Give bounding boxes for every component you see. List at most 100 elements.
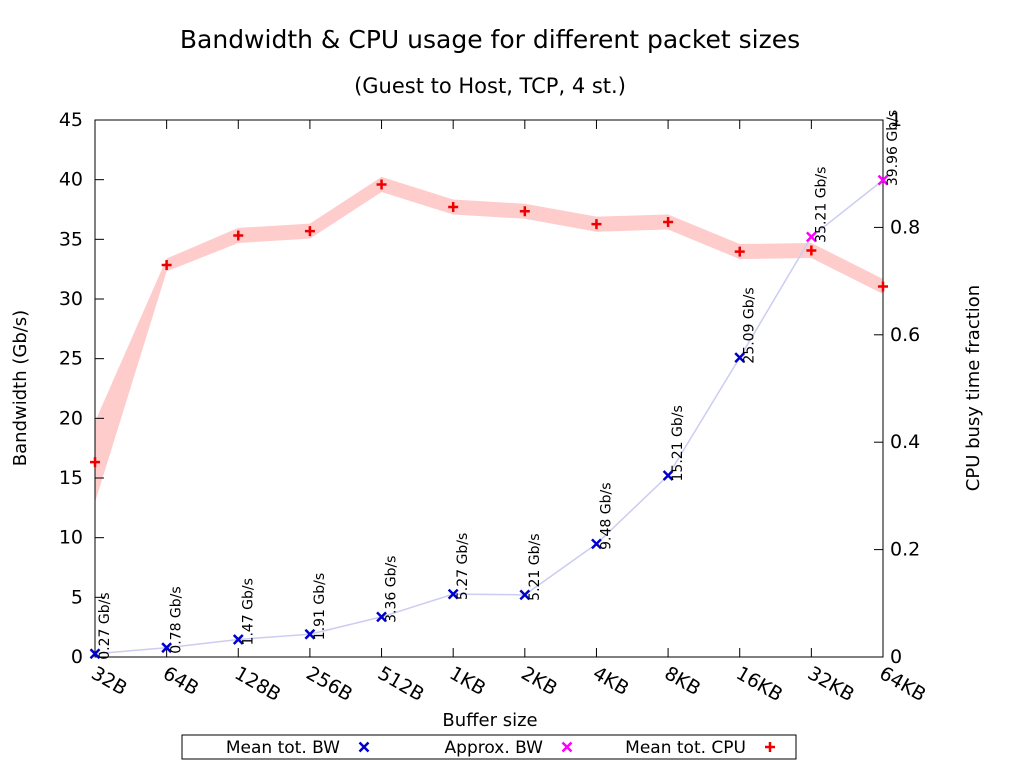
y2-tick-label: 0.4	[890, 431, 920, 453]
marker-layer	[89, 174, 889, 660]
bw-data-label: 25.09 Gb/s	[742, 287, 758, 363]
y-tick-label: 35	[59, 228, 83, 250]
cpu-point	[161, 259, 172, 270]
bw-point-shape	[519, 589, 531, 601]
bw-point-shape	[591, 538, 602, 550]
bw-data-label: 39.96 Gb/s	[885, 110, 901, 186]
approx-bw-point	[877, 174, 889, 186]
data-label-layer: 0.27 Gb/s 0.78 Gb/s 1.47 Gb/s 1.91 Gb/s 3.36…	[97, 110, 901, 660]
bw-point-shape	[232, 634, 244, 645]
cpu-point	[878, 281, 888, 292]
approx-bw-point-shape	[877, 174, 889, 186]
y2-axis-label: CPU busy time fraction	[963, 285, 984, 491]
bw-point	[376, 611, 387, 623]
plot-frame	[94, 119, 884, 658]
x-tick-label: 64B	[159, 662, 202, 700]
bw-point	[734, 352, 746, 363]
legend-label-cpu: Mean tot. CPU	[625, 738, 746, 758]
bw-point	[519, 589, 531, 601]
bw-point-shape	[447, 588, 459, 600]
bw-line	[94, 179, 884, 655]
cpu-point	[519, 206, 530, 217]
bw-point-shape	[376, 611, 387, 623]
bw-data-label: 1.91 Gb/s	[312, 573, 328, 640]
cpu-point	[806, 245, 817, 256]
cpu-point-shape	[376, 179, 387, 190]
y2-tick-label: 0.6	[890, 324, 920, 346]
bw-point	[591, 538, 602, 550]
cpu-point-shape	[90, 457, 100, 468]
legend-marker-bw	[358, 741, 370, 753]
cpu-point-shape	[448, 201, 459, 212]
bw-point	[447, 588, 459, 600]
legend-cpu-marker	[765, 742, 775, 752]
bw-point-shape	[304, 628, 316, 640]
bw-point	[304, 628, 316, 640]
bw-data-label: 5.27 Gb/s	[455, 533, 471, 600]
cpu-point-shape	[663, 217, 674, 228]
y-tick-label: 15	[59, 467, 83, 489]
y-tick-label: 5	[71, 586, 83, 608]
bw-data-label: 9.48 Gb/s	[598, 482, 614, 549]
legend-box	[181, 734, 797, 760]
bw-data-label: 1.47 Gb/s	[240, 578, 256, 645]
legend-label-bw: Mean tot. BW	[226, 738, 340, 758]
cpu-point	[591, 219, 602, 230]
bw-point-shape	[734, 352, 746, 363]
legend-marker-cpu	[765, 742, 775, 752]
bw-point	[662, 470, 674, 481]
cpu-point-shape	[304, 226, 315, 237]
x-tick-label: 1KB	[446, 662, 490, 700]
bw-data-label: 35.21 Gb/s	[813, 167, 829, 243]
x-tick-label: 2KB	[517, 662, 561, 700]
x-tick-label: 4KB	[589, 662, 633, 700]
x-tick-label: 32KB	[804, 662, 858, 706]
chart-title: Bandwidth & CPU usage for different pack…	[180, 25, 800, 54]
legend: Mean tot. BW Approx. BW Mean tot. CPU	[181, 734, 797, 760]
cpu-point	[448, 201, 459, 212]
y2-tick-label: 1	[890, 109, 902, 131]
y-tick-label: 0	[71, 646, 83, 668]
tick-layer: 0 5 10 15 20 25 30 35 40 45 0 0.2 0.4 0.6 0.8 1 32B 64B 12…	[59, 109, 930, 706]
bw-data-label: 0.27 Gb/s	[97, 592, 113, 659]
cpu-point	[734, 246, 745, 257]
legend-approx-marker-shape	[561, 741, 573, 753]
cpu-point-shape	[519, 206, 530, 217]
y2-tick-label: 0.8	[890, 216, 920, 238]
bw-point	[161, 642, 173, 654]
x-tick-label: 128B	[231, 662, 285, 706]
legend-bw-marker-shape	[358, 741, 370, 753]
legend-bw-marker	[358, 741, 370, 753]
y-tick-label: 45	[59, 109, 83, 131]
x-tick-label: 32B	[88, 662, 131, 700]
cpu-point-shape	[591, 219, 602, 230]
bw-data-label: 3.36 Gb/s	[384, 556, 400, 623]
y2-tick-label: 0.2	[890, 539, 920, 561]
legend-approx-marker	[561, 741, 573, 753]
y-tick-label: 20	[59, 407, 83, 429]
cpu-point-shape	[878, 281, 888, 292]
chart-subtitle: (Guest to Host, TCP, 4 st.)	[354, 74, 626, 98]
bw-point-shape	[89, 648, 101, 660]
cpu-point-shape	[233, 230, 244, 241]
bw-point	[89, 648, 101, 660]
x-tick-label: 64KB	[876, 662, 930, 706]
legend-label-approx: Approx. BW	[445, 738, 544, 758]
cpu-point-shape	[806, 245, 817, 256]
cpu-band	[95, 176, 883, 503]
x-tick-label: 16KB	[732, 662, 786, 706]
y-tick-label: 40	[59, 169, 83, 191]
x-tick-label: 512B	[374, 662, 428, 706]
bw-line-layer	[94, 179, 884, 655]
x-tick-label: 8KB	[661, 662, 705, 700]
cpu-point-shape	[734, 246, 745, 257]
x-axis-label: Buffer size	[442, 710, 537, 731]
cpu-point	[233, 230, 244, 241]
approx-bw-point	[805, 231, 817, 243]
legend-cpu-marker-shape	[765, 742, 775, 752]
legend-marker-approx	[561, 741, 573, 753]
cpu-point-shape	[161, 259, 172, 270]
y-tick-label: 25	[59, 348, 83, 370]
cpu-point	[304, 226, 315, 237]
y2-tick-label: 0	[890, 646, 902, 668]
